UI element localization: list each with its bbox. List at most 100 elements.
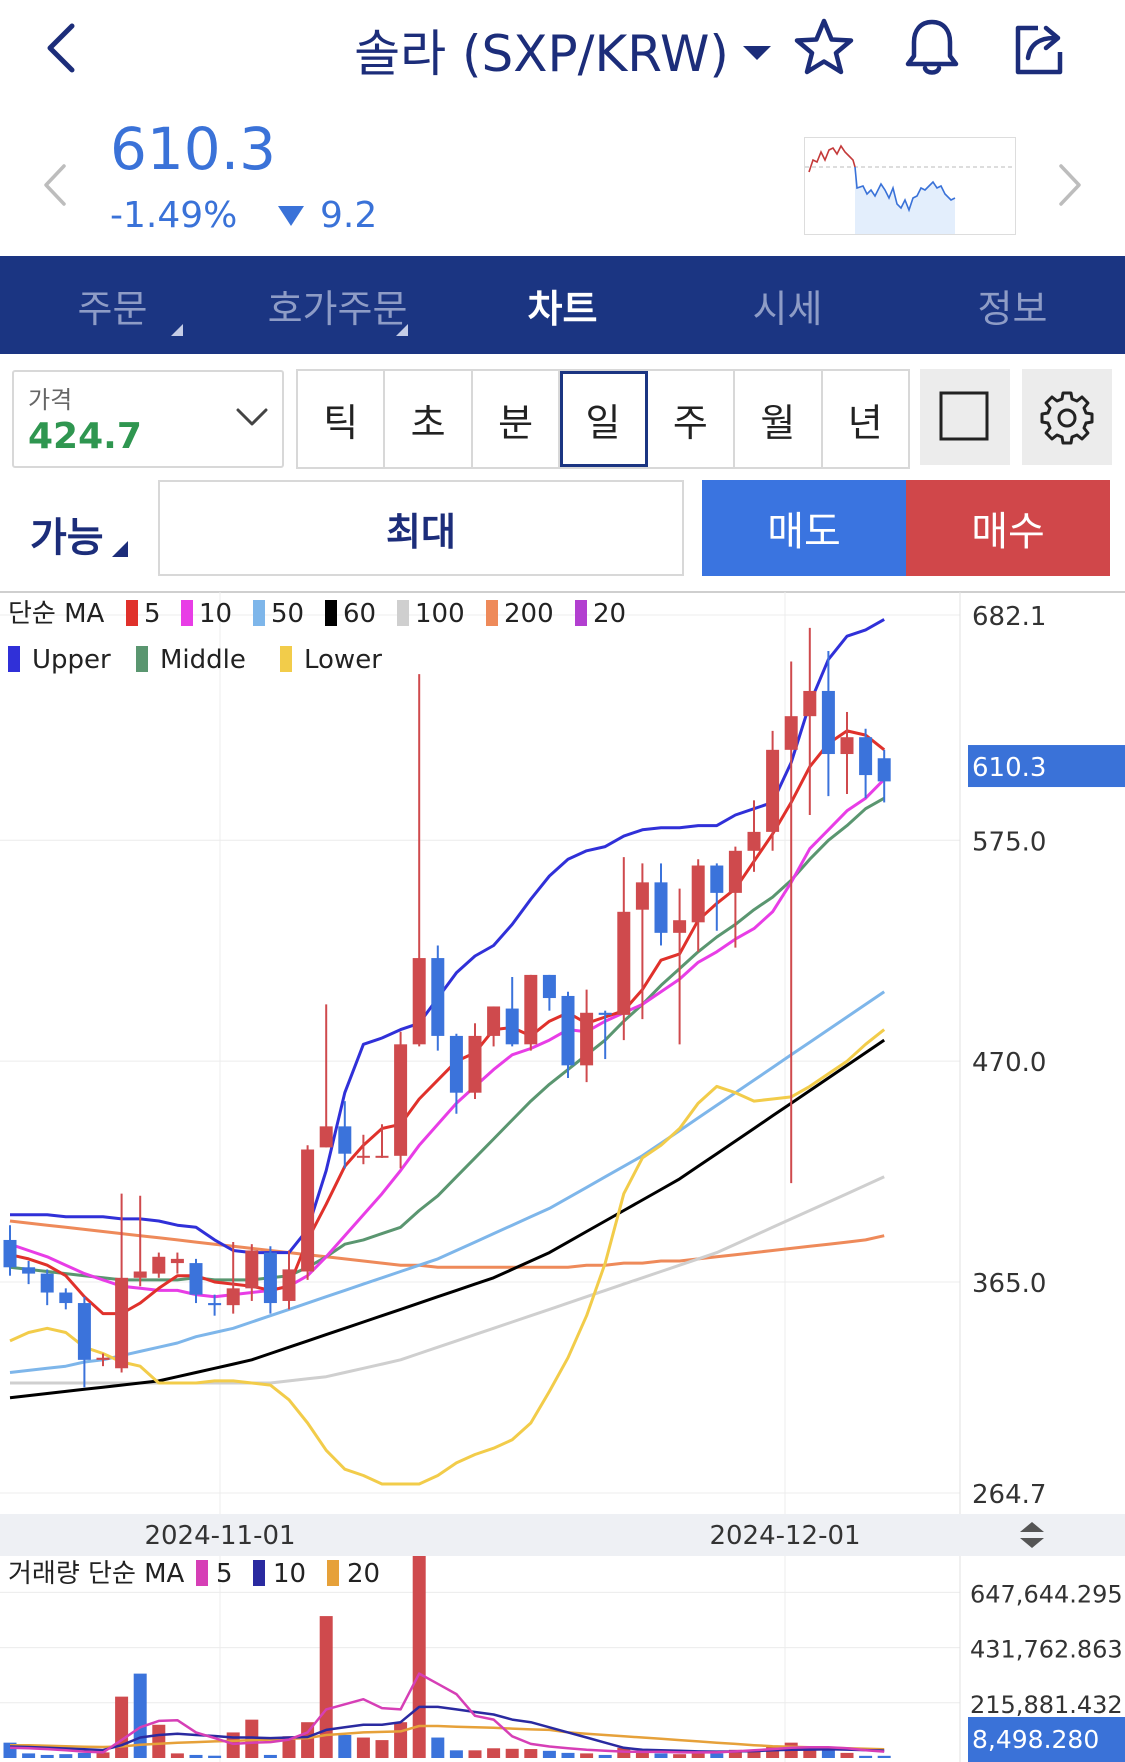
mini-price-chart[interactable]: [804, 137, 1016, 235]
candle-body: [468, 1035, 482, 1093]
candle-body: [40, 1273, 54, 1293]
tab-market-price[interactable]: 시세: [752, 286, 823, 331]
price-axis-label: 575.0: [972, 827, 1046, 857]
fullscreen-button[interactable]: [920, 369, 1010, 465]
axis-scale-toggle[interactable]: [1020, 1522, 1044, 1548]
candle-body: [189, 1263, 203, 1295]
period-second[interactable]: 초: [385, 371, 473, 467]
submenu-triangle-icon: [111, 541, 128, 557]
candle-body: [449, 1035, 463, 1093]
sell-button[interactable]: 매도: [702, 480, 906, 576]
volume-bar: [561, 1752, 575, 1758]
volume-bar: [356, 1737, 370, 1758]
legend-swatch: [486, 600, 498, 626]
candle: [77, 1296, 91, 1388]
legend-label: 60: [343, 599, 376, 629]
period-day[interactable]: 일: [560, 371, 648, 467]
candle-body: [505, 1008, 519, 1045]
period-month[interactable]: 월: [735, 371, 823, 467]
candle: [580, 989, 594, 1083]
tab-info[interactable]: 정보: [977, 286, 1048, 331]
legend-swatch: [8, 646, 20, 672]
up-arrow-icon: [1020, 1522, 1044, 1532]
legend-label: Upper: [32, 645, 111, 675]
share-icon[interactable]: [1008, 16, 1072, 80]
coin-title-selector[interactable]: 솔라 (SXP/KRW): [0, 14, 1125, 86]
price-axis-label: 365.0: [972, 1269, 1046, 1299]
period-minute[interactable]: 분: [473, 371, 561, 467]
candle-body: [338, 1126, 352, 1154]
back-chevron-icon[interactable]: [40, 18, 90, 78]
tab-order[interactable]: 주문: [0, 256, 225, 354]
volume-bar: [301, 1722, 315, 1758]
volume-bar: [282, 1736, 296, 1758]
legend-label: 5: [144, 599, 161, 629]
candle: [152, 1252, 166, 1278]
chart-settings-button[interactable]: [1022, 369, 1112, 465]
period-tick[interactable]: 틱: [298, 371, 386, 467]
price-chart[interactable]: 682.1 575.0 470.0 365.0 264.7 610.3 2024-11-01…: [0, 591, 1125, 1762]
candle-body: [412, 958, 426, 1045]
candle-body: [877, 758, 891, 782]
volume-bar: [394, 1722, 408, 1758]
candle-body: [840, 737, 854, 755]
legend-label: 100: [415, 599, 465, 629]
candle: [133, 1195, 147, 1287]
candle: [728, 846, 742, 948]
bollinger-middle-line: [9, 796, 885, 1282]
candle-body: [356, 1155, 370, 1158]
volume-bar: [319, 1616, 333, 1758]
legend-label: 50: [271, 599, 304, 629]
candle: [394, 1031, 408, 1169]
volume-bar: [598, 1754, 612, 1758]
legend-swatch: [136, 646, 148, 672]
price-axis-label: 264.7: [972, 1480, 1046, 1510]
legend-swatch: [181, 600, 193, 626]
legend-swatch: [253, 1560, 265, 1586]
candle: [319, 1004, 333, 1148]
legend-label: Middle: [160, 645, 246, 675]
candle-body: [152, 1256, 166, 1274]
price-type-dropdown[interactable]: 가격 424.7: [12, 370, 284, 468]
candle: [208, 1294, 222, 1316]
candle-body: [542, 974, 556, 999]
period-year[interactable]: 년: [847, 400, 883, 445]
volume-bar: [263, 1754, 277, 1758]
available-toggle[interactable]: 가능: [30, 505, 128, 563]
legend-swatch: [126, 600, 138, 626]
max-button[interactable]: 최대: [158, 480, 684, 576]
legend-swatch: [325, 600, 337, 626]
period-week[interactable]: 주: [648, 371, 736, 467]
volume-axis-label: 647,644.295: [970, 1580, 1123, 1608]
volume-bar: [170, 1753, 184, 1758]
submenu-triangle-icon: [171, 324, 183, 336]
tab-quote-order[interactable]: 호가주문: [225, 256, 450, 354]
price-type-value: 424.7: [28, 416, 142, 457]
candle: [691, 859, 705, 952]
star-icon[interactable]: [792, 16, 856, 80]
candle: [282, 1250, 296, 1310]
candle: [542, 974, 556, 1011]
main-tabs: 주문 호가주문 차트 시세 정보: [0, 256, 1125, 354]
candle-body: [487, 1006, 501, 1036]
volume-axis-label: 215,881.432: [970, 1691, 1123, 1719]
legend-label: Lower: [304, 645, 382, 675]
x-axis-band: [0, 1514, 1125, 1556]
prev-coin-icon[interactable]: [40, 160, 70, 210]
volume-bar: [115, 1696, 129, 1758]
next-coin-icon[interactable]: [1055, 160, 1085, 210]
volume-bar: [840, 1752, 854, 1758]
current-volume-tag: 8,498.280: [972, 1725, 1099, 1754]
ma-legend-title: 단순 MA: [8, 599, 105, 629]
volume-bar: [654, 1753, 668, 1758]
bell-icon[interactable]: [900, 16, 964, 80]
volume-bar: [859, 1755, 873, 1758]
candle: [840, 711, 854, 795]
candle: [487, 1006, 501, 1047]
candle-body: [170, 1258, 184, 1264]
tab-chart[interactable]: 차트: [527, 286, 598, 331]
volume-bar: [635, 1752, 649, 1758]
legend-swatch: [327, 1560, 339, 1586]
candle: [468, 1023, 482, 1100]
buy-button[interactable]: 매수: [906, 480, 1110, 576]
